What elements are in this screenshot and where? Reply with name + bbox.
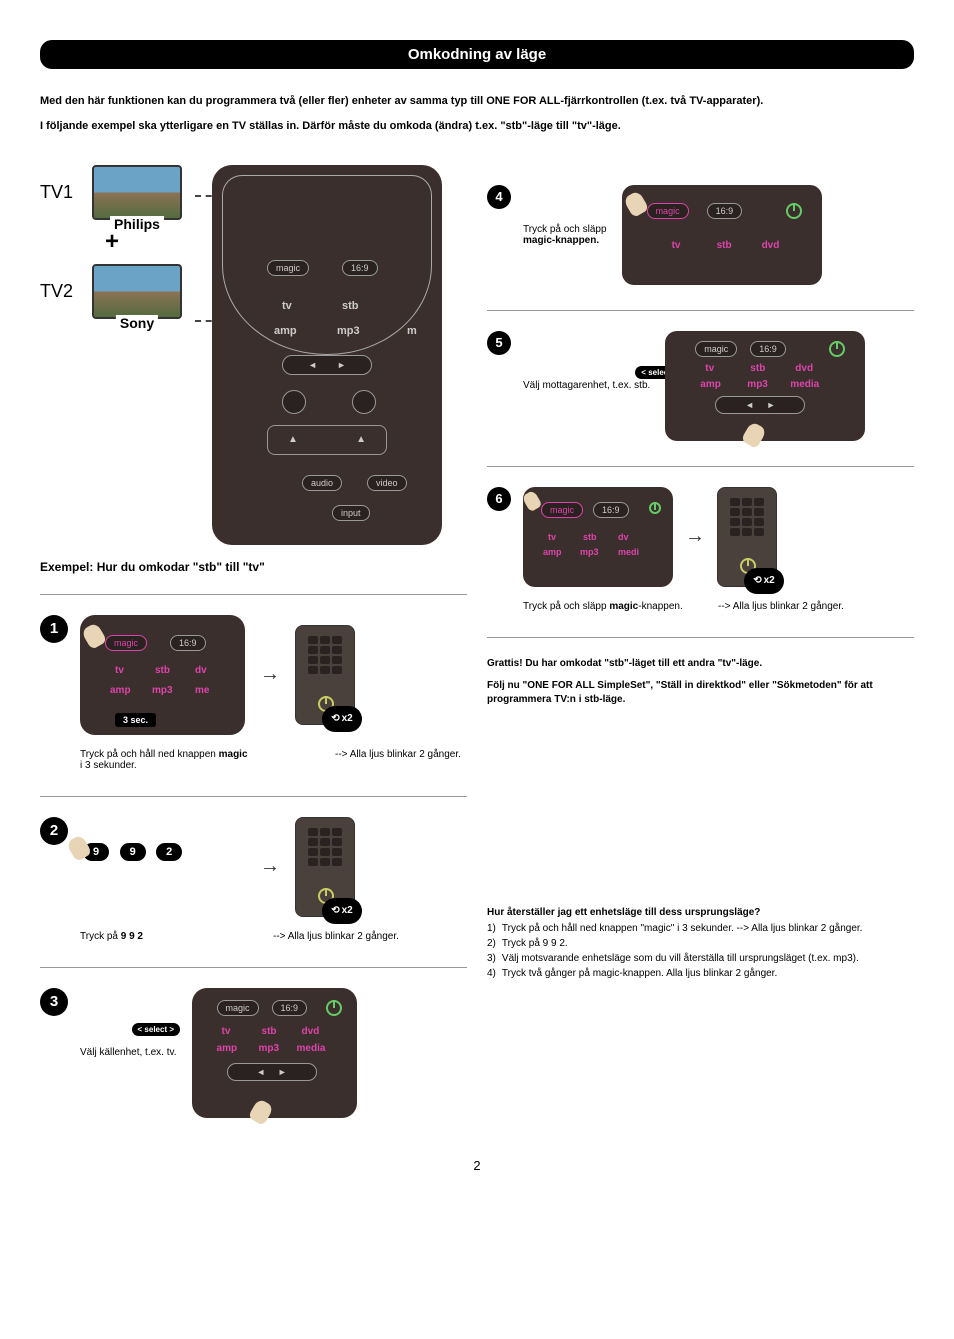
- reset-item-1: 1) Tryck på och håll ned knappen "magic"…: [487, 922, 914, 935]
- power-icon: [786, 203, 802, 219]
- main-columns: TV1 Philips + TV2 Sony: [40, 165, 914, 1143]
- step-3-remote: magic 16:9 tv stb dvd amp mp3 media ◄ ►: [192, 988, 357, 1118]
- keypad-blink-2: x2: [295, 817, 355, 917]
- power-icon: [326, 1000, 342, 1016]
- step-1-caption: Tryck på och håll ned knappen magic i 3 …: [80, 749, 250, 771]
- code-9b: 9: [120, 843, 146, 861]
- step-4-remote: magic 16:9 tv stb dvd: [622, 185, 822, 285]
- intro-line-2: I följande exempel ska ytterligare en TV…: [40, 119, 914, 134]
- example-title: Exempel: Hur du omkodar "stb" till "tv": [40, 560, 467, 574]
- tv1-thumb: Philips: [92, 165, 182, 220]
- finger-icon: [247, 1098, 274, 1126]
- step-1-number: 1: [40, 615, 68, 643]
- step-5-caption: Välj mottagarenhet, t.ex. stb.: [523, 380, 650, 391]
- step-6: 6 magic 16:9 tv stb dv amp mp3 medi: [487, 487, 914, 612]
- step-3: 3 Välj källenhet, t.ex. tv. < select > m…: [40, 988, 467, 1118]
- divider-r1: [487, 310, 914, 311]
- power-icon: [649, 502, 661, 514]
- step-2-number: 2: [40, 817, 68, 845]
- step-2-caption: Tryck på 9 9 2: [80, 931, 143, 942]
- page-header-bar: Omkodning av läge: [40, 40, 914, 69]
- finger-icon: [81, 622, 108, 650]
- x2-badge: x2: [744, 568, 784, 594]
- divider-r3: [487, 637, 914, 638]
- document-page: Omkodning av läge Med den här funktionen…: [0, 0, 954, 1193]
- left-column: TV1 Philips + TV2 Sony: [40, 165, 467, 1143]
- tv-mode-label: tv: [282, 300, 292, 312]
- tv1-row: TV1 Philips: [40, 165, 182, 220]
- step-6-number: 6: [487, 487, 511, 511]
- reset-item-3: 3) Välj motsvarande enhetsläge som du vi…: [487, 952, 914, 965]
- finger-icon: [521, 489, 542, 512]
- step-4-number: 4: [487, 185, 511, 209]
- round-btn-1: [282, 390, 306, 414]
- arrow-icon: →: [685, 525, 705, 548]
- tv2-label: TV2: [40, 281, 82, 302]
- reset-section: Hur återställer jag ett enhetsläge till …: [487, 907, 914, 980]
- step-4-caption: Tryck på och släpp magic-knappen.: [523, 224, 607, 246]
- amp-mode-label: amp: [274, 325, 297, 337]
- reset-title: Hur återställer jag ett enhetsläge till …: [487, 907, 914, 918]
- x2-badge: x2: [322, 706, 362, 732]
- ratio-button: 16:9: [342, 260, 378, 276]
- power-icon: [829, 341, 845, 357]
- follow-text: Följ nu "ONE FOR ALL SimpleSet", "Ställ …: [487, 679, 914, 707]
- step-4: 4 Tryck på och släpp magic-knappen. magi…: [487, 185, 914, 285]
- magic-button: magic: [267, 260, 309, 276]
- page-number: 2: [40, 1158, 914, 1173]
- mp3-mode-label: mp3: [337, 325, 360, 337]
- arrow-icon: →: [260, 855, 280, 878]
- intro-line-1: Med den här funktionen kan du programmer…: [40, 94, 914, 109]
- right-column: 4 Tryck på och släpp magic-knappen. magi…: [487, 165, 914, 1143]
- divider-1: [40, 594, 467, 595]
- keypad-blink-3: x2: [717, 487, 777, 587]
- congrats-text: Grattis! Du har omkodat "stb"-läget till…: [487, 658, 914, 669]
- nav-bar: ◄ ►: [282, 355, 372, 375]
- divider-r2: [487, 466, 914, 467]
- step-6-result: --> Alla ljus blinkar 2 gånger.: [718, 601, 844, 612]
- tv1-label: TV1: [40, 182, 82, 203]
- step-3-number: 3: [40, 988, 68, 1016]
- step-6-caption: Tryck på och släpp magic-knappen.: [523, 601, 693, 612]
- remote-illustration-large: magic 16:9 tv stb amp mp3 m ◄ ► ▲ ▲ audi…: [212, 165, 442, 545]
- keypad-blink-1: x2: [295, 625, 355, 725]
- top-illustration: TV1 Philips + TV2 Sony: [40, 165, 467, 545]
- tooltip-3sec: 3 sec.: [115, 713, 156, 727]
- stb-mode-label: stb: [342, 300, 359, 312]
- input-button: input: [332, 505, 370, 521]
- tv2-row: TV2 Sony: [40, 264, 182, 319]
- tv2-thumb: Sony: [92, 264, 182, 319]
- step-5-number: 5: [487, 331, 511, 355]
- step-2-result: --> Alla ljus blinkar 2 gånger.: [273, 931, 399, 942]
- x2-badge: x2: [322, 898, 362, 924]
- audio-button: audio: [302, 475, 342, 491]
- step-5: 5 Välj mottagarenhet, t.ex. stb. < selec…: [487, 331, 914, 441]
- step-3-caption: Välj källenhet, t.ex. tv.: [80, 1047, 177, 1058]
- step-5-remote: magic 16:9 tv stb dvd amp mp3 media ◄ ►: [665, 331, 865, 441]
- dpad: ▲ ▲: [267, 425, 387, 455]
- tv1-brand: Philips: [110, 216, 164, 232]
- step-1: 1 magic 16:9 tv stb dv amp mp3 me 3 sec.: [40, 615, 467, 771]
- reset-item-2: 2) Tryck på 9 9 2.: [487, 937, 914, 950]
- video-button: video: [367, 475, 407, 491]
- finger-icon: [741, 421, 768, 449]
- select-label: < select >: [132, 1023, 180, 1036]
- finger-icon: [622, 190, 649, 218]
- divider-2: [40, 796, 467, 797]
- step-1-result: --> Alla ljus blinkar 2 gånger.: [335, 749, 461, 771]
- arrow-icon: →: [260, 663, 280, 686]
- step-1-remote: magic 16:9 tv stb dv amp mp3 me 3 sec.: [80, 615, 245, 735]
- divider-3: [40, 967, 467, 968]
- code-2: 2: [156, 843, 182, 861]
- step-2: 2 9 9 2 →: [40, 817, 467, 942]
- tv2-brand: Sony: [116, 315, 158, 331]
- round-btn-2: [352, 390, 376, 414]
- m-mode-label: m: [407, 325, 417, 337]
- reset-item-4: 4) Tryck två gånger på magic-knappen. Al…: [487, 967, 914, 980]
- plus-icon: +: [105, 228, 182, 256]
- step-2-codes: 9 9 2: [80, 842, 245, 892]
- step-6-remote: magic 16:9 tv stb dv amp mp3 medi: [523, 487, 673, 587]
